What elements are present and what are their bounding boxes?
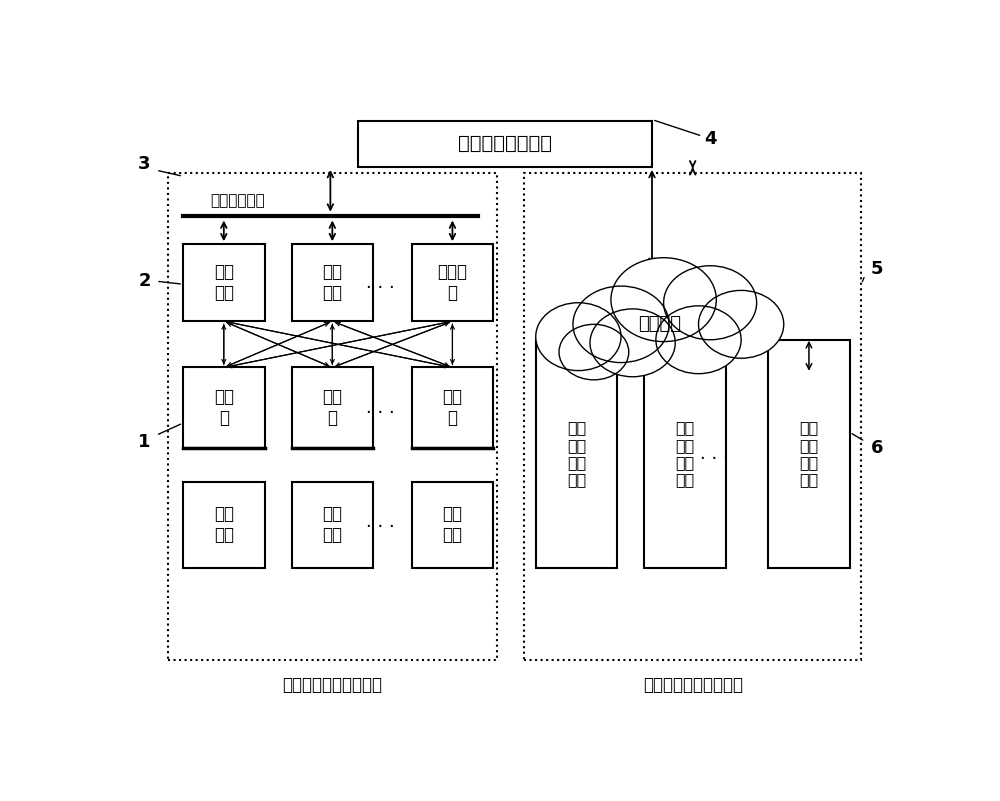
Bar [292, 481, 373, 568]
Bar [183, 368, 264, 448]
Circle shape [611, 258, 716, 341]
Text: 数据采集（无线网络）: 数据采集（无线网络） [282, 676, 382, 694]
Text: 传感
器: 传感 器 [214, 388, 234, 427]
Text: 4: 4 [704, 131, 716, 148]
Bar [644, 340, 726, 568]
Text: 数据采集（有线网络）: 数据采集（有线网络） [643, 676, 743, 694]
Bar [555, 278, 764, 358]
Text: . . .: . . . [700, 445, 728, 463]
Text: 6: 6 [870, 439, 883, 457]
Text: 有线
数据
采集
对象: 有线 数据 采集 对象 [567, 421, 586, 488]
Text: 无线基
站: 无线基 站 [437, 264, 467, 302]
Text: 通讯网络: 通讯网络 [638, 316, 681, 333]
Text: 以太网或总线: 以太网或总线 [210, 193, 265, 208]
Bar [292, 244, 373, 321]
Circle shape [656, 306, 741, 373]
Circle shape [559, 324, 629, 380]
Bar [168, 173, 497, 661]
Bar [536, 340, 617, 568]
Text: 传感
器: 传感 器 [322, 388, 342, 427]
Text: 有线
数据
采集
对象: 有线 数据 采集 对象 [675, 421, 695, 488]
Bar [292, 368, 373, 448]
Text: . . .: . . . [366, 274, 395, 292]
Text: 3: 3 [138, 155, 151, 173]
Text: 采集
对象: 采集 对象 [214, 505, 234, 544]
Text: 无线
基站: 无线 基站 [214, 264, 234, 302]
Text: 传感
器: 传感 器 [442, 388, 462, 427]
Bar [412, 244, 493, 321]
Text: 1: 1 [138, 433, 151, 450]
Bar [412, 481, 493, 568]
Bar [768, 340, 850, 568]
Bar [183, 244, 264, 321]
Text: 采集
对象: 采集 对象 [322, 505, 342, 544]
Text: 有线
数据
采集
对象: 有线 数据 采集 对象 [799, 421, 819, 488]
Bar [524, 173, 861, 661]
Text: . . .: . . . [366, 513, 395, 531]
Circle shape [698, 291, 784, 358]
Circle shape [536, 303, 621, 371]
Circle shape [573, 286, 669, 363]
Bar [183, 481, 264, 568]
Text: . . .: . . . [366, 399, 395, 417]
Text: 5: 5 [870, 260, 883, 278]
Text: 采集
对象: 采集 对象 [442, 505, 462, 544]
Bar [412, 368, 493, 448]
Circle shape [590, 309, 675, 376]
Circle shape [664, 266, 757, 340]
Text: 2: 2 [138, 272, 151, 290]
Text: 后台（三维处理）: 后台（三维处理） [458, 135, 552, 154]
Text: 无线
基站: 无线 基站 [322, 264, 342, 302]
Bar [358, 121, 652, 167]
